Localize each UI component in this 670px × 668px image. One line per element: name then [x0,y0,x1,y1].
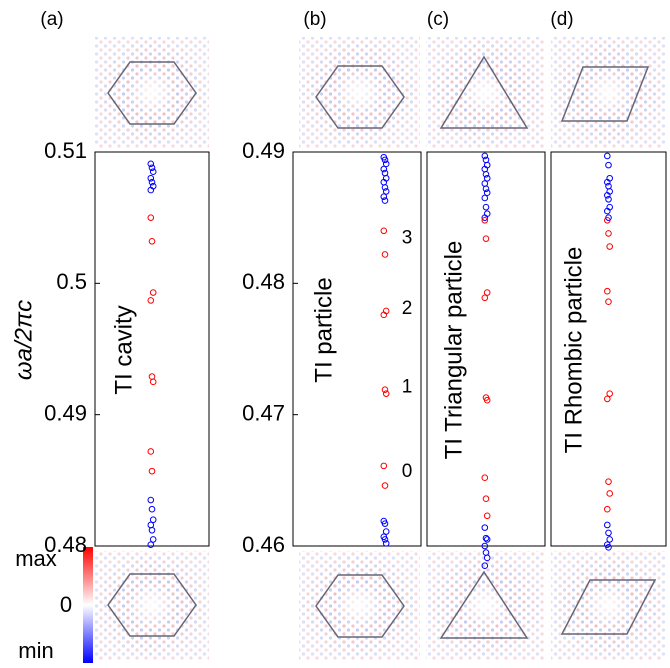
point [148,298,154,304]
y-axis-label: ωa/2πc [10,300,37,380]
point [483,496,489,502]
point [606,530,612,536]
point [150,379,156,385]
field-image [95,551,209,660]
point [148,542,154,548]
y-tick-label: 0.48 [44,532,87,557]
point [382,252,388,258]
figure: max 0 min (a)ωa/2πc0.480.490.50.51TI cav… [0,0,670,663]
field-image [299,37,420,148]
y-tick-label: 0.49 [242,138,285,163]
panel-text: TI particle [310,277,337,382]
point [148,497,154,503]
colorbar [83,547,93,663]
point [149,506,155,512]
point [149,374,155,380]
point [605,522,611,528]
point [149,239,155,245]
point [482,525,488,531]
field-image [426,37,545,148]
point [482,475,488,481]
point [607,391,613,397]
point [149,468,155,474]
field-image [426,551,545,660]
field-image [95,37,209,148]
point [484,537,490,543]
y-tick-label: 0.49 [44,400,87,425]
point [606,162,612,168]
point [383,529,389,535]
colorbar-label: min [18,638,53,663]
point [484,513,490,519]
panel-text: TI Rhombic particle [560,247,587,454]
annotation: 2 [402,298,413,319]
point [150,517,156,523]
point [148,522,154,528]
point [381,463,387,469]
point [605,396,611,402]
y-tick-label: 0.46 [242,532,285,557]
field-image [551,37,666,148]
panel-label: (a) [40,9,63,30]
point [606,299,612,305]
y-tick-label: 0.5 [56,269,87,294]
y-tick-label: 0.48 [242,269,285,294]
field-image [551,551,666,660]
annotation: 3 [402,228,413,249]
point [605,288,611,294]
point [484,290,490,296]
point [482,181,488,187]
point [150,537,156,543]
point [150,290,156,296]
panel-label: (c) [427,9,449,30]
point [483,236,489,242]
point [607,244,613,250]
point [148,215,154,221]
point [607,491,613,497]
y-tick-label: 0.51 [44,138,87,163]
point [607,537,613,543]
panel-label: (d) [550,9,573,30]
point [483,204,489,210]
panel-text: TI cavity [110,305,137,394]
y-tick-label: 0.47 [242,400,285,425]
colorbar-label: 0 [60,592,72,617]
annotation: 0 [402,461,413,482]
point [482,295,488,301]
point [149,527,155,533]
point [148,449,154,455]
point [606,231,612,237]
panel-label: (b) [303,9,326,30]
point [605,506,611,512]
point [482,195,488,201]
point [381,228,387,234]
point [382,483,388,489]
field-image [299,551,420,660]
panel-text: TI Triangular particle [440,241,467,460]
point [605,153,611,159]
annotation: 1 [402,377,413,398]
point [606,479,612,485]
